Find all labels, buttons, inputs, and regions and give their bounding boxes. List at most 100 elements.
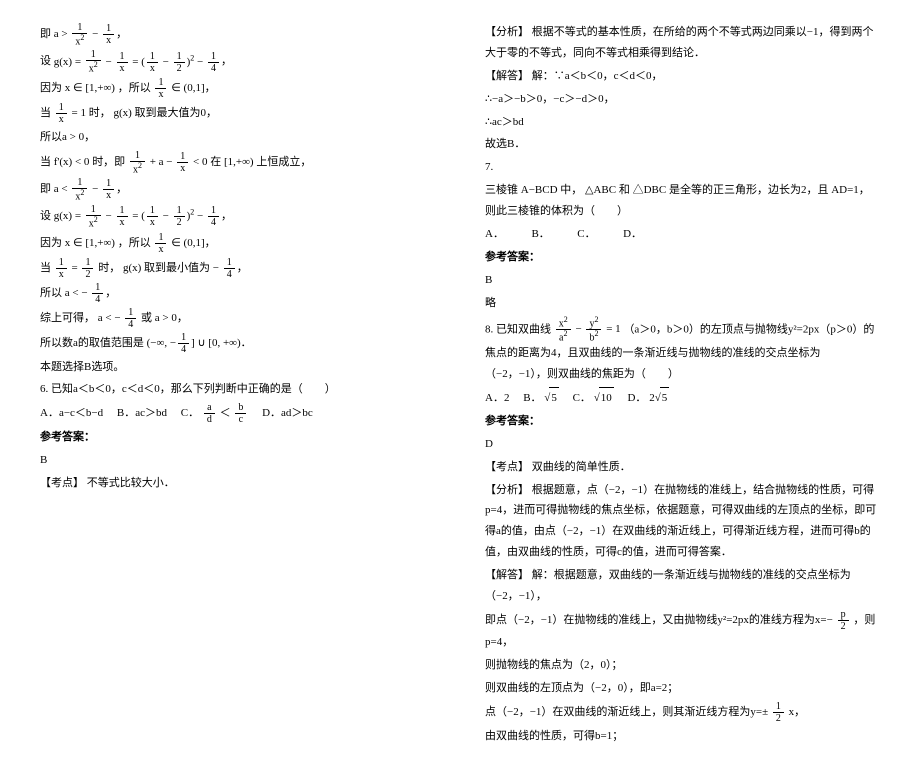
choice-b: B．ac＞bd xyxy=(117,407,167,419)
text: 即点（−2，−1）在抛物线的准线上，又由抛物线y²=2px的准线方程为x=− xyxy=(485,614,833,626)
q8-choices: A．2 B． 5 C． 10 D． 25 xyxy=(485,387,880,409)
math-expr: g(x) = 1x2 − 1x = (1x − 12)2 − 14 xyxy=(54,56,221,68)
math-expr: (−∞, −14] ∪ [0, +∞) xyxy=(147,337,241,349)
jd-label: 【解答】 xyxy=(485,569,529,581)
question-8: 8. 已知双曲线 x2a2 − y2b2 = 1 （a＞0，b＞0）的左顶点与抛… xyxy=(485,316,880,385)
jd-text: 解：根据题意，双曲线的一条渐近线与抛物线的准线的交点坐标为（−2，−1）， xyxy=(485,569,851,602)
text-line: 由双曲线的性质，可得b=1； xyxy=(485,726,880,747)
math-expr: f'(x) < 0 xyxy=(54,156,90,168)
text-line: ∴ac＞bd xyxy=(485,112,880,133)
math-expr: 1x2 + a − 1x < 0 xyxy=(128,156,208,168)
answer-value: D xyxy=(485,434,880,455)
text: x， xyxy=(789,706,806,718)
answer-value: B xyxy=(485,270,880,291)
text: 即 xyxy=(40,183,51,195)
q7-choices: A． B． C． D． xyxy=(485,224,880,245)
math-expr: g(x) = 1x2 − 1x = (1x − 12)2 − 14 xyxy=(54,210,221,222)
text: 综上可得， xyxy=(40,312,95,324)
left-column: 即 a > 1x2 − 1x， 设 g(x) = 1x2 − 1x = (1x … xyxy=(40,20,435,748)
choice-c: C． xyxy=(181,407,199,419)
math-expr: a < 1x2 − 1x xyxy=(54,183,116,195)
text: ，所以 xyxy=(118,237,151,249)
text: 时，即 xyxy=(92,156,125,168)
fx-text: 根据题意，点（−2，−1）在抛物线的准线上，结合抛物线的性质，可得p=4，进而可… xyxy=(485,484,876,559)
text-line: 故选B． xyxy=(485,134,880,155)
text: 设 xyxy=(40,210,51,222)
choice-d: D． xyxy=(627,392,646,404)
math-expr: △ABC 和 △DBC xyxy=(585,184,666,196)
math-expr: a < − 14 xyxy=(65,287,106,299)
text: 时， xyxy=(98,262,120,274)
jieda: 【解答】 解：根据题意，双曲线的一条渐近线与抛物线的准线的交点坐标为（−2，−1… xyxy=(485,565,880,607)
text: 取到最小值为 xyxy=(144,262,210,274)
text-line: ∴−a＞−b＞0，−c＞−d＞0， xyxy=(485,89,880,110)
answer-value: B xyxy=(40,450,435,471)
text-line: 综上可得， a < − 14 或 a > 0， xyxy=(40,307,435,330)
math-expr: x ∈ [1,+∞) xyxy=(65,82,115,94)
q7-num: 7. xyxy=(485,157,880,178)
math-expr: x ∈ [1,+∞) xyxy=(65,237,115,249)
text-line: 设 g(x) = 1x2 − 1x = (1x − 12)2 − 14， xyxy=(40,49,435,74)
text: 设 xyxy=(40,56,51,68)
text: 当 xyxy=(40,262,51,274)
math-expr: 5 xyxy=(544,392,559,404)
kd-label: 【考点】 xyxy=(485,461,529,473)
right-column: 【分析】 根据不等式的基本性质，在所给的两个不等式两边同乘以−1，得到两个大于零… xyxy=(485,20,880,748)
math-expr: g(x) xyxy=(123,262,141,274)
math-expr: a > 1x2 − 1x xyxy=(54,28,116,40)
text-line: 即 a > 1x2 − 1x， xyxy=(40,22,435,47)
answer-label: 参考答案： xyxy=(485,411,880,432)
jd-text: 解：∵a＜b＜0，c＜d＜0， xyxy=(532,70,663,82)
text-line: 当 1x = 1 时， g(x) 取到最大值为0， xyxy=(40,102,435,125)
math-expr: 1x ∈ (0,1] xyxy=(153,237,204,249)
answer-label: 参考答案： xyxy=(485,247,880,268)
kaodian: 【考点】 双曲线的简单性质． xyxy=(485,457,880,478)
text: 时， xyxy=(89,107,111,119)
text-line: 所以 a < − 14， xyxy=(40,282,435,305)
text: 当 xyxy=(40,107,51,119)
text-line: 所以数a的取值范围是 (−∞, −14] ∪ [0, +∞)． xyxy=(40,332,435,355)
choice-c: C． xyxy=(573,392,591,404)
text-line: 点（−2，−1）在双曲线的渐近线上，则其渐近线方程为y=± 12 x， xyxy=(485,701,880,724)
q6-choices: A．a−c＜b−d B．ac＞bd C． ad ＜ bc D．ad＞bc xyxy=(40,402,435,425)
math-expr: 12 xyxy=(771,706,786,718)
math-expr: p2 xyxy=(836,614,851,626)
jd-label: 【解答】 xyxy=(485,70,529,82)
text: 所以数a的取值范围是 xyxy=(40,337,144,349)
text-line: 本题选择B选项。 xyxy=(40,357,435,378)
text: 在 xyxy=(210,156,221,168)
text: 因为 xyxy=(40,237,62,249)
choice-d: D．ad＞bc xyxy=(262,407,313,419)
choice-a: A．2 xyxy=(485,392,509,404)
text: 上恒成立， xyxy=(256,156,311,168)
math-expr: 10 xyxy=(594,392,614,404)
text: 8. 已知双曲线 xyxy=(485,323,551,335)
page: 即 a > 1x2 − 1x， 设 g(x) = 1x2 − 1x = (1x … xyxy=(40,20,880,748)
text: 因为 xyxy=(40,82,62,94)
text-line: 则抛物线的焦点为（2，0）； xyxy=(485,655,880,676)
text-line: 所以a > 0， xyxy=(40,127,435,148)
math-expr: 1x = 1 xyxy=(54,107,86,119)
math-expr: [1,+∞) xyxy=(224,156,254,168)
text: 所以 xyxy=(40,287,62,299)
math-expr: x2a2 − y2b2 = 1 xyxy=(554,323,621,335)
brief: 略 xyxy=(485,293,880,314)
math-expr: g(x) xyxy=(113,107,131,119)
fenxi: 【分析】 根据题意，点（−2，−1）在抛物线的准线上，结合抛物线的性质，可得p=… xyxy=(485,480,880,564)
text: 取到最大值为0， xyxy=(135,107,218,119)
kaodian: 【考点】 不等式比较大小． xyxy=(40,473,435,494)
math-expr: 25 xyxy=(649,392,669,404)
text-line: 即点（−2，−1）在抛物线的准线上，又由抛物线y²=2px的准线方程为x=− p… xyxy=(485,609,880,653)
kd-val: 双曲线的简单性质． xyxy=(532,461,631,473)
math-expr: 1x ∈ (0,1] xyxy=(153,82,204,94)
fenxi: 【分析】 根据不等式的基本性质，在所给的两个不等式两边同乘以−1，得到两个大于零… xyxy=(485,22,880,64)
text: 当 xyxy=(40,156,51,168)
text: 三棱锥 A−BCD 中， xyxy=(485,184,582,196)
text-line: 当 1x = 12 时， g(x) 取到最小值为 − 14， xyxy=(40,257,435,280)
fx-label: 【分析】 xyxy=(485,484,529,496)
text-line: 因为 x ∈ [1,+∞) ，所以 1x ∈ (0,1]， xyxy=(40,232,435,255)
question-7: 三棱锥 A−BCD 中， △ABC 和 △DBC 是全等的正三角形，边长为2，且… xyxy=(485,180,880,222)
fx-label: 【分析】 xyxy=(485,26,529,38)
kd-val: 不等式比较大小． xyxy=(87,477,175,489)
answer-label: 参考答案： xyxy=(40,427,435,448)
